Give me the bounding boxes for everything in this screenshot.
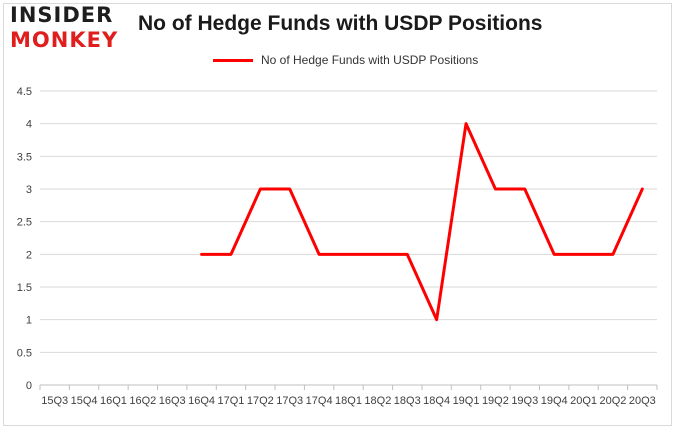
series-line [200,122,644,322]
y-tick-label: 2.5 [17,217,32,229]
x-tick-label: 17Q1 [218,395,245,407]
legend: No of Hedge Funds with USDP Positions [213,52,478,68]
x-tick-label: 16Q2 [129,395,156,407]
y-tick-label: 3.5 [17,151,32,163]
y-tick-label: 0 [26,380,32,392]
x-tick-label: 20Q2 [599,395,626,407]
x-tick-label: 17Q4 [306,395,333,407]
x-tick-label: 15Q4 [71,395,98,407]
chart-frame [3,3,672,426]
x-tick-label: 19Q4 [541,395,568,407]
legend-swatch [213,58,253,62]
x-tick-label: 19Q1 [453,395,480,407]
y-tick-label: 1 [26,315,32,327]
x-tick-label: 16Q1 [100,395,127,407]
x-tick-label: 20Q1 [570,395,597,407]
x-tick-label: 16Q3 [159,395,186,407]
x-tick-label: 19Q3 [511,395,538,407]
x-tick-label: 19Q2 [482,395,509,407]
y-tick-label: 2 [26,249,32,261]
x-tick-label: 18Q1 [335,395,362,407]
x-tick-label: 18Q3 [394,395,421,407]
x-tick-label: 20Q3 [629,395,656,407]
x-tick-label: 16Q4 [188,395,215,407]
y-tick-label: 0.5 [17,347,32,359]
y-tick-label: 4.5 [17,86,32,98]
y-tick-label: 3 [26,184,32,196]
x-tick-label: 17Q3 [276,395,303,407]
insider-monkey-logo: INSIDER MONKEY [10,3,128,55]
chart-title: No of Hedge Funds with USDP Positions [138,12,543,35]
x-tick-label: 17Q2 [247,395,274,407]
logo-text-top: INSIDER [10,3,114,27]
x-tick-label: 18Q2 [364,395,391,407]
y-tick-label: 4 [26,119,32,131]
x-tick-label: 18Q4 [423,395,450,407]
logo-text-bottom: MONKEY [10,28,119,52]
legend-label: No of Hedge Funds with USDP Positions [261,53,479,67]
x-tick-label: 15Q3 [41,395,68,407]
y-tick-label: 1.5 [17,282,32,294]
